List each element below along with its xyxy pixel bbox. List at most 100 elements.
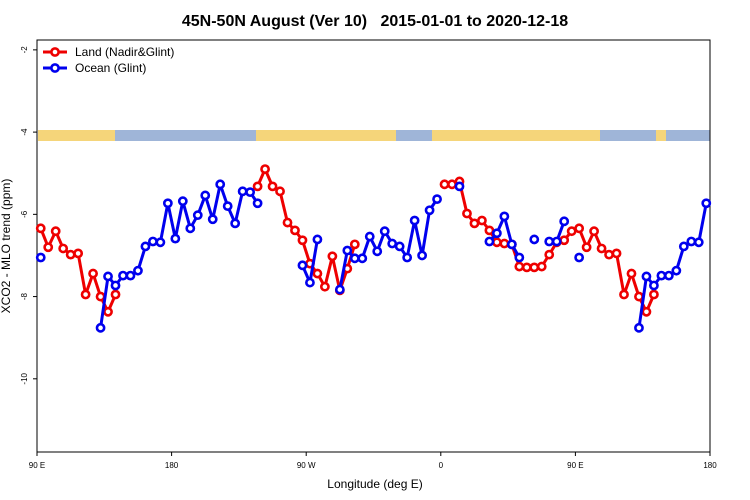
point (305, 277, 315, 288)
point (439, 179, 450, 190)
y-tick-label: -8 (20, 292, 29, 300)
legend-label: Land (Nadir&Glint) (75, 45, 174, 59)
point (566, 226, 577, 237)
point (514, 261, 525, 272)
legend-label: Ocean (Glint) (75, 61, 146, 75)
point (118, 270, 128, 281)
legend-marker (50, 63, 60, 73)
point (693, 237, 704, 248)
point (185, 223, 196, 234)
point (297, 260, 308, 271)
point (140, 241, 151, 252)
point (619, 289, 629, 300)
point (671, 265, 682, 276)
point (103, 306, 113, 317)
land-band (656, 130, 666, 141)
point (447, 179, 457, 190)
point (611, 248, 622, 259)
point (477, 215, 487, 226)
point (275, 186, 285, 197)
point (387, 238, 398, 249)
point (634, 291, 644, 302)
point (559, 235, 570, 246)
point (342, 245, 353, 256)
point (506, 239, 517, 250)
point (409, 215, 420, 226)
point (319, 281, 330, 292)
point (649, 280, 659, 291)
point (491, 237, 502, 248)
point (125, 270, 136, 281)
point (35, 252, 46, 263)
x-tick-label: 90 E (567, 461, 583, 470)
point (574, 223, 585, 234)
point (110, 289, 121, 300)
point (357, 253, 368, 264)
point (544, 236, 555, 247)
point (372, 246, 383, 257)
point (133, 265, 143, 276)
point (58, 243, 69, 254)
point (230, 218, 241, 229)
point (95, 322, 106, 333)
point (334, 284, 345, 295)
point (641, 306, 652, 317)
point (499, 238, 510, 249)
point (559, 216, 570, 227)
chart-title: 45N-50N August (Ver 10) 2015-01-01 to 20… (182, 13, 568, 30)
x-tick-label: 90 W (297, 461, 316, 470)
x-axis-label: Longitude (deg E) (327, 477, 422, 491)
point (80, 289, 91, 300)
point (686, 236, 697, 247)
point (484, 225, 495, 236)
point (634, 322, 644, 333)
point (222, 201, 233, 212)
x-tick-label: 0 (439, 461, 444, 470)
point (544, 249, 555, 260)
land-band (256, 130, 396, 141)
point (43, 242, 54, 253)
point (424, 205, 435, 216)
point (148, 236, 158, 247)
point (626, 268, 637, 279)
point (200, 190, 211, 201)
point (589, 226, 599, 237)
point (604, 249, 614, 260)
point (417, 250, 428, 261)
legend-marker (50, 47, 60, 57)
point (349, 253, 360, 264)
point (551, 236, 562, 247)
point (327, 251, 338, 262)
point (649, 289, 659, 300)
point (88, 268, 98, 279)
x-tick-label: 90 E (29, 461, 45, 470)
point (656, 270, 667, 281)
y-tick-label: -2 (20, 46, 29, 54)
map-band (38, 130, 710, 141)
point (297, 235, 308, 246)
y-tick-label: -4 (20, 128, 29, 136)
y-axis-label: XCO2 - MLO trend (ppm) (0, 179, 13, 314)
point (282, 217, 293, 228)
point (349, 239, 360, 250)
point (207, 214, 218, 225)
point (95, 291, 106, 302)
x-tick-label: 180 (165, 461, 179, 470)
point (110, 280, 121, 291)
point (484, 236, 495, 247)
point (701, 198, 712, 209)
point (394, 241, 405, 252)
point (252, 181, 263, 192)
point (260, 164, 270, 175)
point (192, 210, 203, 221)
point (402, 252, 413, 263)
point (267, 181, 278, 192)
point (364, 231, 375, 242)
point (35, 223, 46, 234)
point (491, 228, 502, 239)
point (536, 261, 547, 272)
x-tick-label: 180 (703, 461, 717, 470)
point (252, 198, 263, 209)
